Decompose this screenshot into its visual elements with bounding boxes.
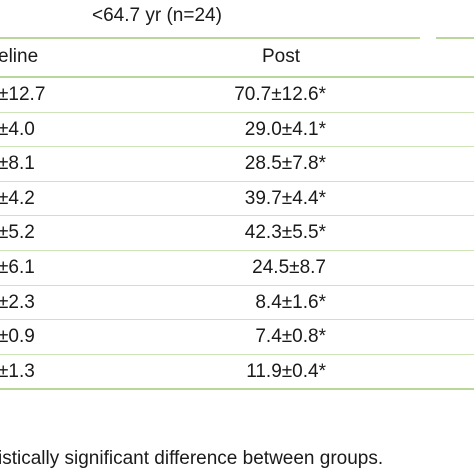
- table-row: ±12.7 70.7±12.6*: [0, 78, 474, 113]
- table-row: ±5.2 42.3±5.5*: [0, 216, 474, 251]
- table-row: ±2.3 8.4±1.6*: [0, 286, 474, 321]
- post-cell: 7.4±0.8*: [255, 326, 326, 348]
- post-cell: 42.3±5.5*: [244, 222, 326, 244]
- baseline-cell: ±0.9: [0, 326, 35, 348]
- baseline-cell: ±6.1: [0, 256, 35, 278]
- column-header-row: eline Post: [0, 39, 474, 78]
- table-row: ±8.1 28.5±7.8*: [0, 147, 474, 182]
- group-header: <64.7 yr (n=24): [0, 0, 420, 39]
- baseline-cell: ±12.7: [0, 84, 46, 105]
- table-row: ±1.3 11.9±0.4*: [0, 355, 474, 391]
- table-row: ±6.1 24.5±8.7: [0, 251, 474, 286]
- post-cell: 8.4±1.6*: [255, 291, 326, 313]
- table-row: ±0.9 7.4±0.8*: [0, 320, 474, 355]
- post-cell: 24.5±8.7: [252, 256, 326, 278]
- baseline-cell: ±2.3: [0, 291, 35, 313]
- table-body: ±12.7 70.7±12.6* ±4.0 29.0±4.1* ±8.1 28.…: [0, 78, 474, 391]
- post-cell: 11.9±0.4*: [246, 360, 326, 382]
- table-row: ±4.2 39.7±4.4*: [0, 182, 474, 217]
- post-cell: 28.5±7.8*: [244, 153, 326, 175]
- column-header-baseline: eline: [0, 46, 39, 67]
- table-footnote: istically significant difference between…: [0, 448, 384, 469]
- group-header-next: [436, 0, 474, 39]
- post-cell: 29.0±4.1*: [244, 118, 326, 140]
- baseline-cell: ±5.2: [0, 222, 35, 244]
- baseline-cell: ±4.2: [0, 187, 35, 209]
- baseline-cell: ±1.3: [0, 360, 35, 382]
- baseline-cell: ±8.1: [0, 153, 35, 175]
- table-row: ±4.0 29.0±4.1*: [0, 113, 474, 148]
- group-label: <64.7 yr (n=24): [92, 5, 222, 26]
- baseline-cell: ±4.0: [0, 118, 35, 140]
- post-cell: 39.7±4.4*: [244, 187, 326, 209]
- post-cell: 70.7±12.6*: [234, 84, 326, 105]
- column-header-post: Post: [262, 46, 301, 67]
